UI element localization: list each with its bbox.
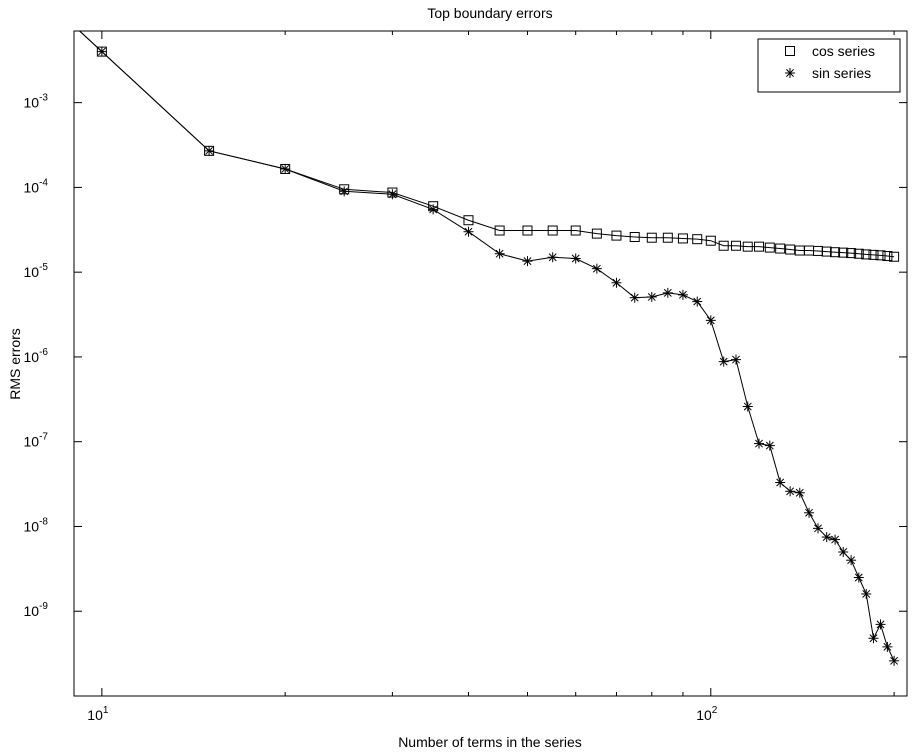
sin-series-point (785, 486, 796, 497)
cos-series-point (882, 251, 893, 262)
sin-series-point (775, 477, 786, 488)
legend-marker-sin-series (785, 68, 795, 78)
sin-series-point (705, 315, 716, 326)
legend-label-sin-series: sin series (812, 65, 871, 81)
sin-series-point (677, 289, 688, 300)
sin-series-point (821, 532, 832, 543)
y-tick-label: 10-7 (24, 432, 49, 450)
sin-series-line (78, 31, 895, 662)
y-tick-label: 10-6 (24, 347, 49, 365)
sin-series-point (611, 277, 622, 288)
sin-series-point (794, 487, 805, 498)
legend: cos series sin series (757, 38, 901, 93)
sin-series-point (570, 253, 581, 264)
sin-series-point (868, 633, 879, 644)
sin-series-point (96, 46, 107, 57)
cos-series-line (78, 31, 895, 258)
sin-series-point (387, 189, 398, 200)
cos-series-point (547, 225, 558, 236)
sin-series-point (494, 248, 505, 259)
cos-series-point (775, 243, 786, 254)
sin-series-point (522, 256, 533, 267)
legend-label-cos-series: cos series (812, 43, 875, 59)
cos-series-point (821, 246, 832, 257)
sin-series-point (428, 204, 439, 215)
chart-title: Top boundary errors (427, 5, 552, 21)
sin-series-point (730, 354, 741, 365)
sin-series-point (692, 296, 703, 307)
series-group (78, 31, 900, 666)
y-axis-label: RMS errors (7, 328, 23, 400)
cos-series-point (705, 235, 716, 246)
sin-series-point (339, 186, 350, 197)
cos-series-point (718, 240, 729, 251)
sin-series-point (830, 534, 841, 545)
ticks: 101 102 10-9 10-8 10-7 10-6 10-5 10-4 10-3 (24, 31, 907, 723)
sin-series-point (838, 546, 849, 557)
x-tick-label: 102 (696, 705, 718, 723)
sin-series-point (875, 619, 886, 630)
cos-series-point (463, 215, 474, 226)
cos-series-point (570, 225, 581, 236)
cos-series-point (494, 225, 505, 236)
sin-series-point (547, 252, 558, 263)
sin-series-point (742, 401, 753, 412)
cos-series-point (861, 249, 872, 260)
sin-series-point (813, 523, 824, 534)
cos-series-point (677, 233, 688, 244)
legend-box (757, 38, 901, 93)
sin-series-point (662, 287, 673, 298)
cos-series-point (730, 240, 741, 251)
y-tick-label: 10-4 (24, 177, 49, 195)
cos-series-point (692, 234, 703, 245)
sin-series-point (629, 292, 640, 303)
cos-series-point (662, 232, 673, 243)
plot-frame (73, 30, 908, 697)
y-tick-label: 10-8 (24, 516, 49, 534)
cos-series-point (742, 241, 753, 252)
cos-series-point (591, 228, 602, 239)
cos-series-point (868, 249, 879, 260)
sin-series-point (764, 440, 775, 451)
sin-series-point (861, 588, 872, 599)
cos-series-point (629, 231, 640, 242)
cos-series-point (838, 247, 849, 258)
sin-series-point (591, 263, 602, 274)
cos-series-point (764, 242, 775, 253)
cos-series-point (785, 244, 796, 255)
x-axis-label: Number of terms in the series (398, 734, 582, 750)
sin-series-point (804, 507, 815, 518)
sin-series-point (204, 145, 215, 156)
cos-series-point (522, 225, 533, 236)
legend-marker-cos-series (785, 46, 795, 56)
sin-series-point (889, 655, 900, 666)
sin-series-point (754, 438, 765, 449)
y-tick-label: 10-9 (24, 601, 49, 619)
sin-series-point (846, 555, 857, 566)
cos-series-point (646, 232, 657, 243)
y-tick-label: 10-3 (24, 93, 49, 111)
sin-series-point (853, 572, 864, 583)
cos-series-point (846, 248, 857, 259)
cos-series-point (889, 251, 900, 262)
sin-series-point (280, 163, 291, 174)
cos-series-point (830, 247, 841, 258)
cos-series-point (611, 230, 622, 241)
sin-series-point (646, 291, 657, 302)
y-tick-label: 10-5 (24, 262, 49, 280)
plot-area: 101 102 10-9 10-8 10-7 10-6 10-5 10-4 10-3 (24, 31, 907, 723)
sin-series-point (718, 356, 729, 367)
cos-series-point (853, 248, 864, 259)
cos-series-point (875, 250, 886, 261)
cos-series-point (754, 241, 765, 252)
sin-series-point (882, 641, 893, 652)
x-tick-label: 101 (87, 705, 109, 723)
sin-series-point (463, 226, 474, 237)
